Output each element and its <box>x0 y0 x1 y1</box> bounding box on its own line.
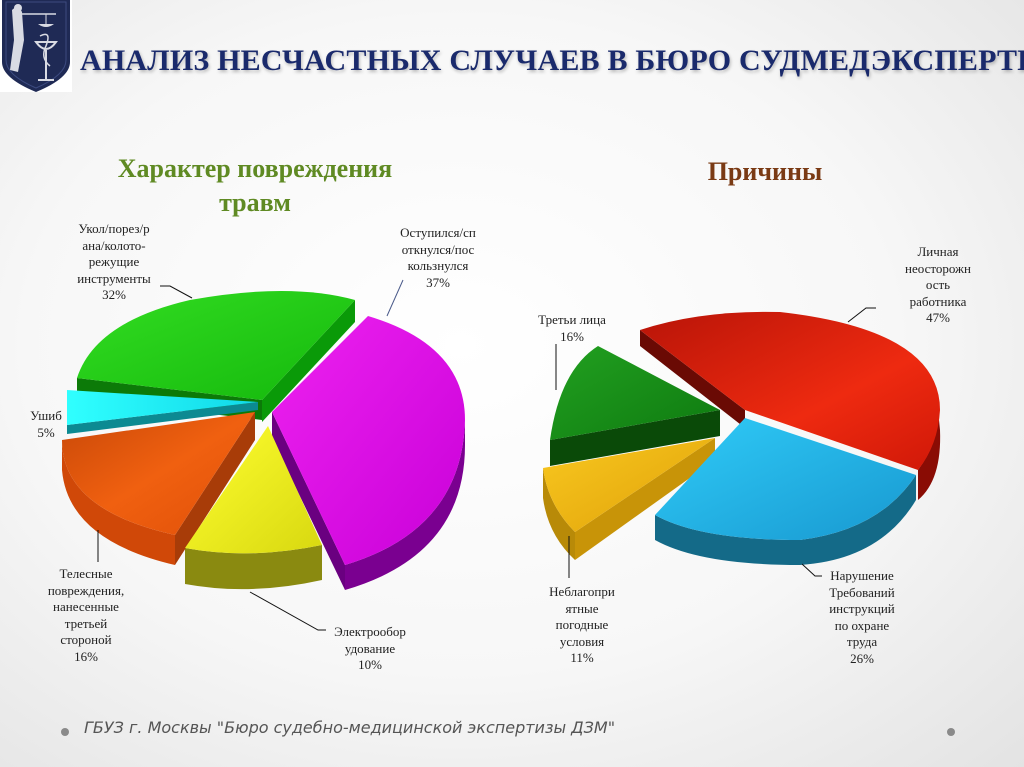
label-bodily-value: 16% <box>74 648 98 664</box>
label-negligence-line: работника <box>909 293 967 309</box>
label-stab-value: 32% <box>102 287 126 302</box>
right-pie-slice-third-side <box>550 410 720 466</box>
left-pie-slice-trip-side2 <box>272 412 345 590</box>
right-pie <box>543 330 941 565</box>
label-weather-line: условия <box>559 633 605 649</box>
left-pie-slice-trip <box>272 316 465 565</box>
label-stab-line: инструменты <box>77 270 151 286</box>
label-trip: Оступился/сп откнулся/пос кользнулся 37% <box>388 225 488 291</box>
label-electric-value: 10% <box>358 657 382 672</box>
left-chart-title-line2: травм <box>219 188 291 217</box>
left-pie-slice-electric <box>185 426 322 554</box>
right-pie-slice-third <box>550 346 720 440</box>
label-bodily-line: повреждения, <box>47 582 125 598</box>
leader-line-negligence <box>847 307 876 323</box>
footer-bullet-left-icon <box>61 728 69 736</box>
left-chart-title: Характер повреждения травм <box>80 152 430 220</box>
right-pie-slice-violation <box>655 418 916 540</box>
label-weather-line: Неблагопри <box>549 584 615 599</box>
label-bruise-line: Ушиб <box>30 408 62 423</box>
label-negligence-line: неосторожн <box>905 260 971 276</box>
right-pie-slice-negligence <box>640 311 940 470</box>
right-pie-slice-weather-side2 <box>575 438 715 560</box>
label-negligence-line: ость <box>925 277 951 292</box>
label-bodily-line: нанесенные <box>53 599 119 614</box>
label-negligence: Личная неосторожн ость работника 47% <box>888 244 988 327</box>
bureau-logo <box>0 0 72 92</box>
label-weather: Неблагопри ятные погодные условия 11% <box>532 584 632 667</box>
footer-text: ГБУЗ г. Москвы "Бюро судебно-медицинской… <box>84 718 616 737</box>
left-chart-title-line1: Характер повреждения <box>117 154 393 183</box>
label-bruise: Ушиб 5% <box>26 408 66 441</box>
label-electric-line: Электрообор <box>334 624 406 639</box>
label-violation-value: 26% <box>850 650 874 666</box>
right-pie-slice-weather <box>543 438 715 532</box>
label-electric-line: удование <box>344 640 396 656</box>
right-pie-slice-negligence-side2 <box>918 410 941 500</box>
label-bodily: Телесные повреждения, нанесенные третьей… <box>36 566 136 665</box>
label-weather-value: 11% <box>570 650 594 665</box>
label-violation-line: Требований <box>829 584 895 600</box>
label-bodily-line: третьей <box>64 615 108 631</box>
label-trip-line: кользнулся <box>407 258 469 273</box>
label-third-line: Третьи лица <box>538 312 606 327</box>
label-violation-line: труда <box>846 634 878 649</box>
emblem-icon <box>2 0 70 92</box>
label-weather-line: ятные <box>565 600 599 616</box>
right-chart-title: Причины <box>707 157 823 186</box>
label-trip-line: откнулся/пос <box>401 241 475 257</box>
label-weather-line: погодные <box>555 617 609 632</box>
left-pie-slice-bodily-side <box>62 440 175 565</box>
label-trip-line: Оступился/сп <box>400 225 476 240</box>
label-bodily-line: Телесные <box>59 566 113 581</box>
label-stab-line: режущие <box>88 254 140 269</box>
left-pie-slice-trip-side <box>345 420 465 590</box>
left-pie-slice-bruise <box>67 390 258 425</box>
page-title: АНАЛИЗ НЕСЧАСТНЫХ СЛУЧАЕВ В БЮРО СУДМЕДЭ… <box>80 44 1024 77</box>
label-third: Третьи лица 16% <box>522 312 622 345</box>
leader-line-violation <box>801 563 822 577</box>
left-pie-slice-bodily-side2 <box>175 412 255 565</box>
left-pie-slice-stab-side2 <box>262 300 355 422</box>
label-violation-line: по охране <box>834 617 890 633</box>
label-bodily-line: стороной <box>60 632 112 647</box>
label-third-value: 16% <box>560 328 584 344</box>
right-pie-slice-negligence-side <box>640 330 745 428</box>
left-pie-slice-electric-side <box>185 545 322 590</box>
label-stab: Укол/порез/р ана/колото- режущие инструм… <box>64 221 164 304</box>
leader-line-electric <box>249 591 326 631</box>
leader-line-stab <box>160 285 193 299</box>
label-electric: Электрообор удование 10% <box>320 624 420 674</box>
label-violation: Нарушение Требований инструкций по охран… <box>812 568 912 667</box>
left-pie-slice-bruise-side <box>67 402 258 434</box>
right-pie-slice-violation-side <box>655 475 916 565</box>
label-trip-value: 37% <box>426 274 450 290</box>
label-stab-line: Укол/порез/р <box>78 221 150 236</box>
label-violation-line: Нарушение <box>830 568 894 583</box>
footer-bullet-right-icon <box>947 728 955 736</box>
right-pie-slice-weather-side <box>543 468 575 560</box>
left-pie-slice-bodily <box>62 412 255 535</box>
label-negligence-value: 47% <box>926 310 950 325</box>
leader-line-trip <box>386 279 404 317</box>
label-violation-line: инструкций <box>829 601 895 616</box>
label-bruise-value: 5% <box>37 424 55 440</box>
label-negligence-line: Личная <box>917 244 959 259</box>
label-stab-line: ана/колото- <box>82 237 146 253</box>
left-pie-slice-stab <box>77 291 355 400</box>
